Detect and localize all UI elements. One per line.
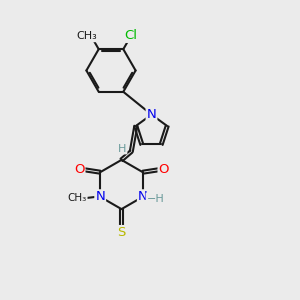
Text: CH₃: CH₃ [76,31,97,41]
Text: N: N [147,108,156,121]
Text: O: O [159,163,169,176]
Text: N: N [95,190,105,203]
Text: −H: −H [146,194,164,204]
Text: S: S [117,226,126,239]
Text: N: N [138,190,148,203]
Text: CH₃: CH₃ [68,193,87,203]
Text: Cl: Cl [124,29,138,42]
Text: O: O [74,163,84,176]
Text: H: H [118,143,127,154]
